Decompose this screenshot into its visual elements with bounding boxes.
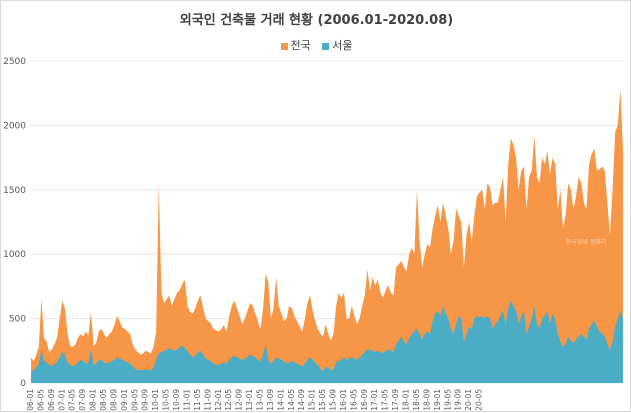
x-tick-label: 17-05 (381, 389, 390, 411)
x-tick-label: 06-05 (36, 389, 45, 411)
x-tick-label: 07-09 (78, 389, 87, 411)
x-tick-label: 15-09 (329, 389, 338, 411)
y-tick-label: 500 (9, 315, 26, 325)
x-tick-label: 18-05 (412, 389, 421, 411)
x-tick-label: 08-05 (99, 389, 108, 411)
x-tick-label: 11-01 (182, 389, 191, 411)
x-tick-label: 16-01 (339, 389, 348, 411)
x-tick-label: 17-09 (391, 389, 400, 411)
x-tick-label: 15-05 (318, 389, 327, 411)
x-tick-label: 19-01 (433, 389, 442, 411)
x-tick-label: 20-01 (464, 389, 473, 411)
x-tick-label: 08-01 (89, 389, 98, 411)
y-tick-label: 2000 (3, 121, 26, 131)
y-tick-label: 1000 (3, 250, 26, 260)
x-tick-label: 18-09 (422, 389, 431, 411)
x-tick-label: 10-01 (151, 389, 160, 411)
x-tick-label: 10-05 (162, 389, 171, 411)
x-tick-label: 12-01 (214, 389, 223, 411)
x-tick-label: 09-01 (120, 389, 129, 411)
x-tick-label: 13-05 (255, 389, 264, 411)
x-tick-label: 16-05 (349, 389, 358, 411)
x-tick-label: 09-09 (141, 389, 150, 411)
x-tick-label: 11-09 (203, 389, 212, 411)
x-tick-label: 14-05 (287, 389, 296, 411)
legend-swatch-seoul (322, 42, 330, 50)
x-tick-label: 13-01 (245, 389, 254, 411)
x-tick-label: 14-09 (297, 389, 306, 411)
x-tick-label: 11-05 (193, 389, 202, 411)
series-area-nationwide (31, 89, 623, 383)
x-tick-label: 15-01 (308, 389, 317, 411)
x-tick-label: 12-05 (224, 389, 233, 411)
x-tick-label: 10-09 (172, 389, 181, 411)
x-tick-label: 06-09 (47, 389, 56, 411)
x-tick-label: 09-05 (130, 389, 139, 411)
x-tick-label: 14-01 (276, 389, 285, 411)
x-tick-label: 08-09 (109, 389, 118, 411)
legend-swatch-nationwide (280, 42, 288, 50)
legend: 전국 서울 (1, 37, 631, 53)
series-area-seoul (31, 300, 623, 383)
x-tick-label: 12-09 (235, 389, 244, 411)
watermark-text: 한국경제 정혜리 (566, 238, 607, 246)
legend-label-seoul: 서울 (332, 39, 353, 52)
x-tick-label: 20-05 (475, 389, 484, 411)
x-tick-label: 07-01 (57, 389, 66, 411)
x-tick-label: 18-01 (402, 389, 411, 411)
x-tick-label: 17-01 (370, 389, 379, 411)
legend-item-seoul: 서울 (322, 37, 353, 53)
legend-label-nationwide: 전국 (290, 39, 311, 52)
x-tick-label: 19-09 (454, 389, 463, 411)
x-tick-label: 06-01 (26, 389, 35, 411)
x-tick-label: 07-05 (68, 389, 77, 411)
legend-item-nationwide: 전국 (280, 37, 311, 53)
y-tick-label: 2500 (3, 57, 26, 67)
y-tick-label: 0 (20, 379, 26, 389)
x-tick-label: 16-09 (360, 389, 369, 411)
x-tick-label: 13-09 (266, 389, 275, 411)
y-tick-label: 1500 (3, 186, 26, 196)
x-tick-label: 19-05 (443, 389, 452, 411)
chart-title: 외국인 건축물 거래 현황 (2006.01-2020.08) (179, 13, 454, 28)
